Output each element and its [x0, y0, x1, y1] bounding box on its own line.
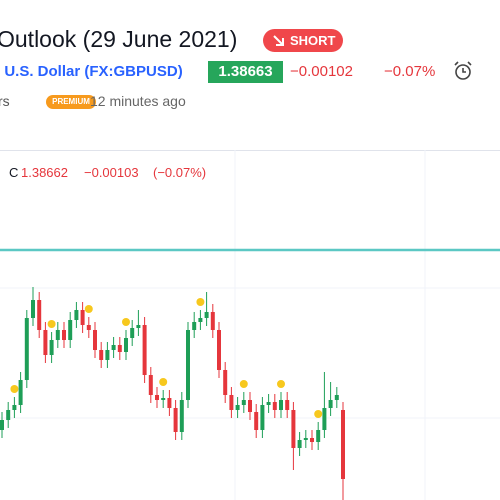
- candle-body: [285, 400, 290, 410]
- candle-body: [167, 398, 172, 408]
- candle-body: [142, 325, 147, 375]
- candle-body: [303, 438, 308, 440]
- candle-body: [254, 412, 259, 430]
- candle-body: [136, 325, 141, 328]
- candle-body: [173, 408, 178, 432]
- candle-body: [291, 410, 296, 448]
- change-pct: −0.07%: [384, 63, 436, 80]
- candle-body: [310, 438, 314, 442]
- candle-body: [322, 408, 327, 430]
- candle-body: [18, 380, 23, 405]
- candle-body: [204, 312, 209, 318]
- candle-body: [341, 410, 345, 479]
- signal-marker: [314, 410, 323, 418]
- candle-body: [62, 330, 66, 340]
- symbol[interactable]: / U.S. Dollar (FX:GBPUSD): [0, 63, 183, 80]
- candle-body: [31, 300, 35, 318]
- candle-body: [297, 440, 302, 448]
- candle-body: [155, 395, 159, 400]
- candle-body: [68, 320, 73, 340]
- symbol-name: / U.S. Dollar: [0, 63, 81, 80]
- short-badge[interactable]: SHORT: [263, 29, 343, 52]
- candle-body: [266, 402, 271, 405]
- candle-body: [105, 350, 110, 360]
- candle-body: [260, 405, 265, 430]
- arrow-icon: [273, 35, 284, 46]
- candle-body: [117, 345, 122, 352]
- premium-badge: PREMIUM: [46, 95, 96, 109]
- candle-body: [210, 312, 215, 330]
- candle-body: [12, 405, 17, 410]
- badge-text: SHORT: [290, 33, 336, 48]
- change: −0.00102: [290, 63, 353, 80]
- candle-body: [334, 395, 339, 400]
- signal-marker: [47, 320, 56, 328]
- candle-body: [124, 338, 128, 352]
- candle-body: [248, 400, 252, 412]
- signal-marker: [159, 378, 168, 386]
- legend-label: C: [9, 165, 18, 180]
- author[interactable]: rs: [0, 93, 10, 109]
- candle-body: [80, 310, 85, 325]
- candle-body: [49, 340, 54, 355]
- candle-body: [99, 350, 104, 360]
- candle-body: [37, 300, 42, 330]
- legend-change-pct: (−0.07%): [153, 165, 206, 180]
- candle-body: [111, 345, 116, 350]
- candle-body: [229, 395, 234, 410]
- candle-body: [179, 400, 184, 432]
- candle-body: [328, 400, 333, 408]
- candle-body: [223, 370, 228, 395]
- alarm-icon[interactable]: [452, 60, 476, 84]
- candle-body: [316, 430, 321, 442]
- idea-title: Outlook (29 June 2021): [0, 26, 238, 52]
- candle-body: [217, 330, 221, 370]
- signal-marker: [196, 298, 205, 306]
- candle-body: [24, 318, 29, 380]
- time: 12 minutes ago: [90, 93, 186, 109]
- candle-body: [272, 402, 277, 410]
- signal-marker: [277, 380, 285, 388]
- symbol-code: (FX:GBPUSD): [84, 63, 183, 80]
- candle-body: [198, 318, 203, 322]
- candle-body: [6, 410, 11, 420]
- candle-body: [241, 400, 246, 405]
- candle-body: [93, 330, 97, 350]
- candle-body: [186, 330, 190, 400]
- candle-body: [130, 328, 135, 338]
- candle-body: [0, 420, 4, 430]
- signal-marker: [84, 305, 93, 313]
- candle-body: [43, 330, 48, 355]
- candle-body: [74, 310, 79, 320]
- candle-body: [192, 322, 197, 330]
- candle-body: [279, 400, 283, 410]
- candle-body: [148, 375, 153, 395]
- legend-change: −0.00103: [84, 165, 139, 180]
- signal-marker: [122, 318, 130, 326]
- candle-body: [235, 405, 240, 410]
- candle-body: [55, 330, 60, 340]
- chart: C 1.38662 −0.00103 (−0.07%): [0, 150, 500, 500]
- legend-close: 1.38662: [21, 165, 68, 180]
- candle-body: [161, 398, 166, 400]
- price-box: 1.38663: [208, 61, 283, 83]
- signal-marker: [10, 385, 19, 393]
- signal-marker: [239, 380, 248, 388]
- candle-body: [86, 325, 91, 330]
